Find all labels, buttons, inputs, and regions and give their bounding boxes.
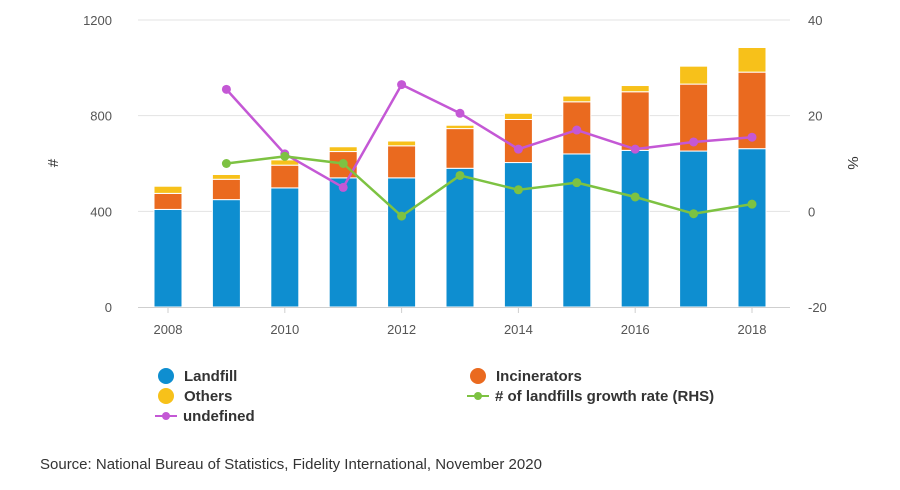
y-tick-label-left: 800 [90, 109, 112, 124]
x-tick-label: 2018 [738, 322, 767, 337]
legend-item-undefined[interactable]: undefined [155, 406, 255, 426]
bar-incinerators [211, 178, 241, 201]
bar-incinerators [387, 145, 417, 179]
line-series [221, 80, 757, 221]
bar-landfill [387, 177, 417, 308]
bar-others [387, 140, 417, 147]
legend-item-incinerators[interactable]: Incinerators [470, 366, 582, 386]
bar-landfill [211, 199, 241, 308]
x-tick-label: 2014 [504, 322, 533, 337]
point-undefined [572, 125, 582, 135]
bar-others [620, 85, 650, 93]
point-of-landfills-growth-rate-rhs [513, 185, 523, 195]
point-of-landfills-growth-rate-rhs [280, 151, 290, 161]
bar-landfill [153, 208, 183, 308]
y-axis-title-right: % [844, 156, 861, 169]
point-of-landfills-growth-rate-rhs [221, 159, 231, 168]
bar-landfill [503, 162, 533, 308]
bar-landfill [270, 187, 300, 308]
legend-item-landfill[interactable]: Landfill [158, 366, 237, 386]
bar-others [679, 65, 709, 85]
point-of-landfills-growth-rate-rhs [397, 211, 407, 221]
bar-incinerators [620, 91, 650, 151]
bar-landfill [562, 153, 592, 308]
y-tick-label-right: -20 [808, 300, 827, 315]
legend-item-growth-rate[interactable]: # of landfills growth rate (RHS) [467, 386, 714, 406]
legend-label-others: Others [184, 387, 233, 405]
x-tick-label: 2016 [621, 322, 650, 337]
landfill-swatch-icon [158, 368, 174, 384]
point-undefined [513, 144, 523, 154]
x-tick-label: 2010 [270, 322, 299, 337]
point-undefined [689, 137, 699, 147]
point-undefined [397, 80, 407, 90]
y-tick-label-right: 0 [808, 204, 815, 219]
source-note: Source: National Bureau of Statistics, F… [40, 456, 542, 473]
bar-others [211, 174, 241, 180]
bar-landfill [620, 149, 650, 308]
point-undefined [221, 84, 231, 94]
bar-landfill [737, 148, 767, 308]
bar-incinerators [270, 164, 300, 189]
bar-others [503, 112, 533, 120]
bar-incinerators [153, 192, 183, 210]
bar-incinerators [503, 118, 533, 164]
point-of-landfills-growth-rate-rhs [689, 209, 699, 219]
bar-landfill [445, 167, 475, 308]
x-tick-label: 2012 [387, 322, 416, 337]
legend-label-incinerators: Incinerators [496, 367, 582, 385]
point-undefined [630, 144, 640, 154]
point-undefined [338, 182, 348, 192]
bar-others [737, 47, 767, 73]
line-undefined [225, 83, 753, 189]
point-of-landfills-growth-rate-rhs [572, 178, 582, 188]
others-swatch-icon [158, 388, 174, 404]
bar-others [153, 185, 183, 194]
point-of-landfills-growth-rate-rhs [338, 159, 348, 168]
y-tick-label-left: 400 [90, 204, 112, 219]
legend-label-undefined: undefined [183, 407, 255, 425]
y-tick-label-left: 1200 [83, 13, 112, 28]
bar-others [445, 124, 475, 130]
y-tick-label-right: 40 [808, 13, 822, 28]
bar-incinerators [445, 128, 475, 169]
bar-others [562, 95, 592, 103]
bar-landfill [679, 150, 709, 308]
point-of-landfills-growth-rate-rhs [630, 192, 640, 202]
bar-landfill [328, 177, 358, 308]
bars [153, 47, 767, 308]
legend-label-landfill: Landfill [184, 367, 238, 385]
x-tick-label: 2008 [154, 322, 183, 337]
legend-item-others[interactable]: Others [158, 386, 232, 406]
y-tick-label-right: 20 [808, 109, 822, 124]
y-tick-label-left: 0 [105, 300, 112, 315]
point-of-landfills-growth-rate-rhs [455, 170, 465, 180]
undefined-line-marker-icon [155, 408, 177, 424]
axes: 0 400 800 1200 -20 0 20 40 2008 2010 2012 2014 2016 2… [83, 13, 827, 337]
incinerators-swatch-icon [470, 368, 486, 384]
point-undefined [455, 108, 465, 118]
chart: 0 400 800 1200 -20 0 20 40 2008 2010 2012 2014 2016 2… [45, 13, 861, 337]
legend-label-growth-rate: # of landfills growth rate (RHS) [495, 387, 715, 405]
point-of-landfills-growth-rate-rhs [747, 199, 757, 209]
bar-others [328, 146, 358, 153]
y-axis-title-left: # [45, 158, 62, 167]
growth-line-marker-icon [467, 388, 489, 404]
point-undefined [747, 132, 757, 142]
line-of-landfills-growth-rate-rhs [226, 155, 753, 218]
